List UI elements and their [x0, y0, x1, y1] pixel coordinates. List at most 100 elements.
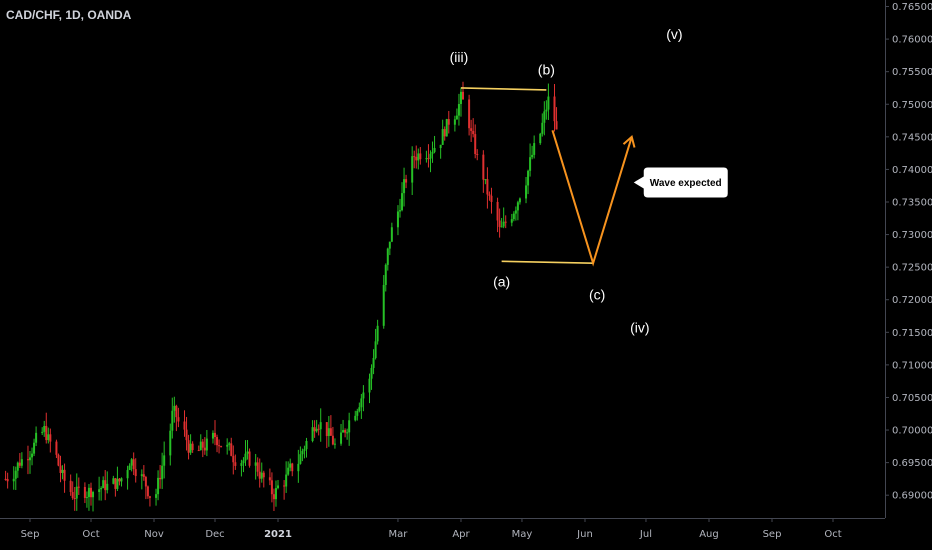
candle: [529, 143, 532, 177]
candle-body: [77, 486, 80, 488]
candle-body: [197, 450, 200, 452]
price-tick-label: 0.74000: [892, 165, 932, 176]
candle: [274, 480, 277, 507]
wave-label: (iv): [630, 319, 649, 335]
candle-body: [490, 195, 493, 202]
candle: [462, 81, 465, 100]
candle-body: [75, 486, 78, 499]
candle: [148, 495, 151, 507]
candle: [417, 148, 420, 170]
candle-body: [317, 428, 320, 430]
candle-body: [14, 470, 17, 479]
candle: [555, 107, 558, 130]
time-tick-label: Oct: [82, 529, 99, 540]
candle: [89, 482, 92, 506]
candle-body: [374, 341, 377, 358]
candle: [311, 420, 314, 443]
candle: [47, 427, 50, 444]
candle: [92, 490, 95, 512]
candle-body: [504, 221, 507, 223]
candle-body: [26, 459, 29, 461]
candle-body: [527, 170, 530, 186]
candle-body: [163, 455, 166, 466]
candle-body: [248, 451, 251, 466]
candle-body: [102, 480, 105, 488]
candle: [230, 437, 233, 457]
candle-body: [146, 486, 149, 497]
candle: [16, 461, 19, 478]
candle: [283, 480, 286, 500]
candle-body: [457, 103, 460, 116]
candle-body: [128, 465, 131, 471]
candle-body: [516, 202, 519, 211]
candle-body: [118, 478, 121, 482]
candle-body: [274, 488, 277, 500]
wave-label: (iii): [450, 49, 469, 65]
candle: [59, 455, 62, 483]
price-tick-label: 0.73000: [892, 230, 932, 241]
time-axis[interactable]: Sep Oct Nov Dec 2021 Mar Apr May Jun Jul Aug Sep Oct: [21, 518, 842, 540]
candle-body: [171, 410, 174, 431]
candle-body: [514, 210, 517, 214]
candle-body: [356, 410, 359, 416]
candle-body: [41, 431, 44, 433]
candle-body: [185, 429, 188, 441]
candle-body: [29, 457, 31, 461]
candle-body: [459, 91, 462, 104]
candle-body: [45, 425, 48, 441]
candle-body: [360, 398, 363, 408]
candle: [384, 263, 387, 292]
candle-body: [346, 432, 349, 434]
candle: [69, 474, 72, 496]
candle: [159, 464, 162, 489]
candle: [246, 440, 249, 460]
candle-body: [85, 497, 88, 499]
candle: [55, 439, 58, 459]
candle-body: [6, 479, 9, 482]
candle-body: [368, 378, 371, 393]
candle-body: [425, 158, 428, 160]
candle: [527, 169, 530, 195]
candle: [474, 124, 477, 159]
candle: [472, 118, 475, 138]
candle: [248, 448, 251, 468]
wave-label: (c): [589, 287, 605, 303]
callout-bubble: Wave expected: [633, 167, 728, 198]
candle-body: [289, 463, 292, 468]
candle: [342, 419, 345, 433]
candle: [57, 453, 60, 467]
candle-body: [183, 421, 186, 430]
candle: [175, 404, 178, 432]
candle-body: [340, 432, 343, 444]
candle-body: [89, 487, 92, 498]
candle-body: [358, 407, 361, 411]
candle-body: [484, 179, 487, 181]
candle: [134, 458, 137, 483]
candle: [20, 452, 23, 469]
candle: [468, 94, 471, 136]
price-axis[interactable]: 0.76500 0.76000 0.75500 0.75000 0.74500 0.740…: [885, 2, 932, 502]
candle: [457, 93, 460, 126]
candle-body: [443, 129, 446, 137]
candle-body: [474, 134, 477, 155]
candle: [325, 422, 328, 449]
candle-body: [305, 440, 308, 450]
wave-label: (b): [538, 61, 555, 77]
candle: [362, 385, 365, 412]
candle: [169, 423, 172, 466]
candle: [285, 461, 288, 493]
candle: [496, 197, 499, 233]
candle: [189, 434, 192, 455]
candle: [372, 349, 375, 375]
candle-body: [539, 133, 542, 144]
candle: [313, 420, 316, 438]
price-tick-label: 0.75500: [892, 67, 932, 78]
price-tick-label: 0.76500: [892, 2, 932, 13]
price-tick-label: 0.72000: [892, 295, 932, 306]
candle-body: [439, 144, 442, 149]
candle: [500, 217, 503, 228]
candle-body: [455, 115, 458, 120]
candle: [218, 439, 221, 454]
candle: [429, 150, 432, 173]
